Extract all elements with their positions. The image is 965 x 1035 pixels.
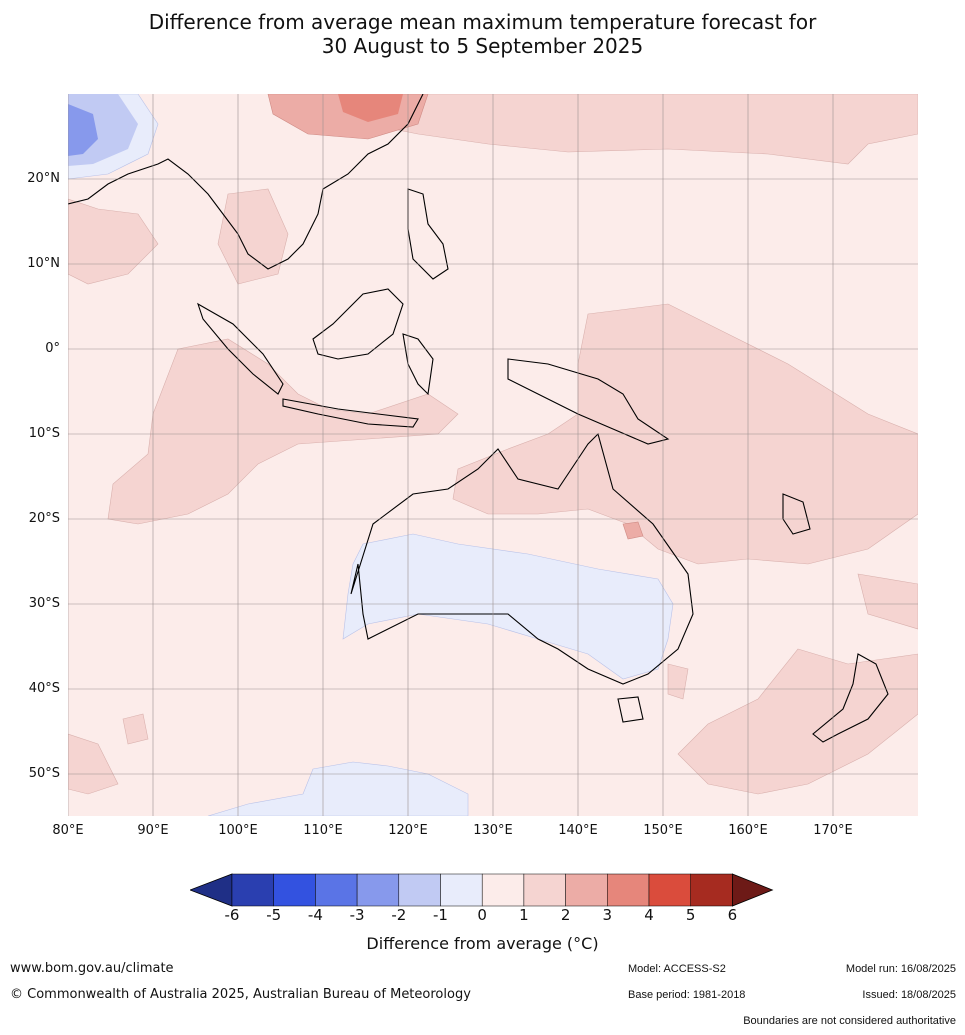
legend-tick-label: -1 (433, 906, 448, 924)
lon-label-140e: 140°E (558, 823, 598, 838)
east-indian-ocean-warm (107, 338, 459, 525)
cool-anomaly-minus2-minus3-regions (68, 104, 98, 156)
legend-tick-label: -4 (307, 906, 323, 924)
lat-label-equator: 0° (45, 341, 60, 356)
philippines-coastline (407, 188, 449, 280)
legend-swatch (648, 873, 691, 907)
lon-label-110e: 110°E (303, 823, 343, 838)
legend-label: Difference from average (°C) (366, 934, 599, 953)
java-coastline (282, 398, 419, 428)
lon-label-120e: 120°E (388, 823, 428, 838)
lat-label-40s: 40°S (28, 681, 60, 696)
new-guinea-coastline (507, 358, 670, 445)
footer-copyright: © Commonwealth of Australia 2025, Austra… (10, 987, 471, 1002)
lon-label-80e: 80°E (52, 823, 84, 838)
legend-tick-label: 2 (560, 906, 571, 924)
title-line-2: 30 August to 5 September 2025 (321, 34, 644, 58)
tasmania-coastline (617, 696, 644, 723)
southwest-warm-patch (68, 733, 119, 795)
lon-label-90e: 90°E (137, 823, 169, 838)
legend-swatch (523, 873, 566, 907)
legend-swatch (607, 873, 650, 907)
lat-label-20n: 20°N (27, 171, 60, 186)
graticule (68, 94, 918, 816)
coastlines (68, 94, 889, 743)
lon-label-100e: 100°E (218, 823, 258, 838)
legend-tick-label: -3 (349, 906, 365, 924)
legend-tick-label: 5 (685, 906, 696, 924)
indochina-warm (217, 188, 289, 285)
legend-swatch (440, 873, 483, 907)
footer-issued: Issued: 18/08/2025 (862, 989, 956, 1001)
new-zealand-coastline (812, 653, 889, 743)
tibet-cool-minus3 (68, 104, 98, 156)
east-china-warm-3-4 (338, 94, 403, 122)
footer-model-run: Model run: 16/08/2025 (845, 963, 956, 975)
legend-extend-max (732, 873, 774, 907)
sumatra-coastline (197, 302, 284, 395)
footer-website: www.bom.gov.au/climate (10, 961, 174, 976)
legend-swatch (690, 873, 733, 907)
legend-tick-label: -6 (224, 906, 240, 924)
australia-cool (342, 533, 674, 680)
lon-label-150e: 150°E (643, 823, 683, 838)
lon-label-130e: 130°E (473, 823, 513, 838)
footer-disclaimer: Boundaries are not considered authoritat… (743, 1015, 956, 1027)
legend-tick-label: 0 (477, 906, 487, 924)
legend-tick-label: 3 (602, 906, 613, 924)
legend-tick-label: 4 (644, 906, 654, 924)
australia-coastline (350, 432, 694, 685)
lat-label-50s: 50°S (28, 766, 60, 781)
title-line-1: Difference from average mean maximum tem… (148, 10, 817, 34)
bay-of-bengal-warm (68, 198, 159, 285)
lat-label-30s: 30°S (28, 596, 60, 611)
legend-tick-label: -2 (391, 906, 407, 924)
footer-base-period: Base period: 1981-2018 (628, 989, 746, 1001)
legend-extend-min (190, 873, 233, 907)
legend-swatches (190, 873, 774, 907)
footer-model: Model: ACCESS-S2 (628, 963, 726, 975)
legend-swatch (315, 873, 358, 907)
southern-ocean-warm-patch (122, 713, 149, 745)
asia-coastline (68, 94, 424, 270)
legend-swatch (273, 873, 316, 907)
legend-tick-label: 6 (727, 906, 738, 924)
coral-sea-warm-2-3 (622, 521, 644, 540)
map-title: Difference from average mean maximum tem… (0, 10, 965, 58)
legend-tick-label: 1 (519, 906, 529, 924)
lat-label-20s: 20°S (28, 511, 60, 526)
lon-label-160e: 160°E (728, 823, 768, 838)
lat-label-10n: 10°N (27, 256, 60, 271)
tasman-warm-patch (667, 663, 689, 700)
legend-swatch (398, 873, 441, 907)
map-canvas (68, 94, 918, 816)
legend-tick-label: -5 (266, 906, 282, 924)
southern-ocean-cool (207, 761, 469, 816)
new-zealand-warm (677, 648, 918, 795)
forecast-map (68, 94, 918, 816)
legend-swatch (356, 873, 400, 907)
lon-label-170e: 170°E (813, 823, 853, 838)
new-caledonia-coastline (782, 493, 811, 535)
tasman-east-warm (857, 573, 918, 630)
legend-swatch (481, 873, 525, 907)
legend-swatch (565, 873, 608, 907)
legend-colorbar (190, 873, 774, 907)
lat-label-10s: 10°S (28, 426, 60, 441)
legend-swatch (231, 873, 274, 907)
borneo-coastline (312, 288, 404, 360)
